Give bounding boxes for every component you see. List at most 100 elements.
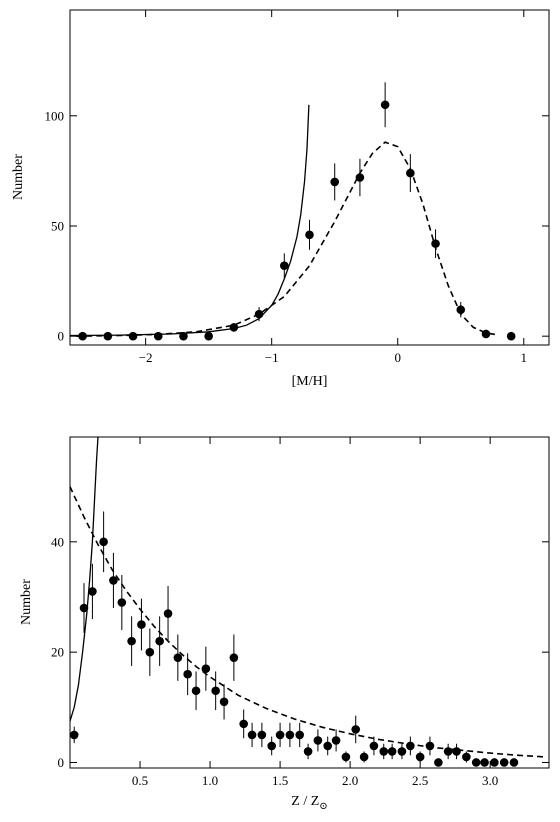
model-curves bbox=[69, 104, 499, 337]
data-point bbox=[295, 730, 304, 740]
y-tick-label: 0 bbox=[58, 755, 65, 770]
x-axis-title-subscript: ⊙ bbox=[319, 801, 327, 812]
x-tick-label: 0.5 bbox=[132, 773, 148, 788]
solid-model-curve bbox=[69, 436, 99, 722]
data-point bbox=[275, 730, 285, 740]
data-point bbox=[452, 747, 461, 756]
data-point bbox=[355, 173, 365, 182]
data-point bbox=[103, 331, 113, 341]
y-axis-title: Number bbox=[11, 154, 26, 200]
dashed-model-curve bbox=[69, 486, 547, 758]
x-tick-label: 2.5 bbox=[412, 773, 428, 788]
data-point bbox=[99, 537, 108, 547]
data-point bbox=[285, 730, 295, 740]
data-point bbox=[506, 331, 516, 341]
data-point bbox=[323, 741, 333, 751]
data-point bbox=[471, 758, 481, 767]
data-point bbox=[380, 100, 390, 110]
data-point bbox=[434, 758, 443, 767]
data-point bbox=[480, 758, 489, 767]
data-point bbox=[257, 730, 267, 740]
y-axis-title: Number bbox=[19, 579, 34, 625]
data-point bbox=[79, 603, 89, 613]
data-point bbox=[499, 758, 509, 767]
data-point bbox=[406, 741, 415, 751]
data-point bbox=[397, 747, 407, 756]
data-point bbox=[462, 752, 471, 762]
data-point bbox=[78, 331, 87, 341]
metallicity-histogram-panel: −2 −1 0 1 0 50 100 [M/H] Number bbox=[11, 9, 550, 389]
data-points bbox=[69, 537, 519, 767]
data-point bbox=[163, 609, 173, 618]
model-curves bbox=[69, 436, 547, 758]
y-tick-label: 40 bbox=[51, 534, 64, 549]
data-point bbox=[387, 747, 397, 756]
z-ratio-histogram-panel: 0.5 1.0 1.5 2.0 2.5 3.0 0 20 40 Z / Z⊙ Number bbox=[19, 436, 550, 812]
y-tick-label: 0 bbox=[58, 329, 65, 344]
data-point bbox=[153, 331, 163, 341]
data-point bbox=[279, 261, 289, 270]
data-point bbox=[69, 730, 79, 740]
x-tick-label: 1.0 bbox=[202, 773, 218, 788]
x-tick-label: 1.5 bbox=[272, 773, 288, 788]
error-bars bbox=[73, 511, 467, 763]
data-point bbox=[369, 741, 379, 751]
data-point bbox=[331, 736, 341, 745]
data-point bbox=[117, 598, 127, 607]
data-point bbox=[425, 741, 435, 751]
data-point bbox=[481, 329, 491, 339]
x-axis-title: [M/H] bbox=[292, 374, 328, 389]
data-point bbox=[183, 669, 192, 679]
data-point bbox=[456, 305, 466, 315]
x-tick-label: 3.0 bbox=[482, 773, 498, 788]
x-axis-title-main: Z / Z bbox=[291, 794, 319, 809]
x-tick-label: −2 bbox=[139, 350, 153, 365]
data-point bbox=[201, 664, 211, 673]
data-point bbox=[127, 636, 136, 646]
data-point bbox=[490, 758, 499, 767]
x-tick-label: 1 bbox=[521, 350, 528, 365]
data-point bbox=[155, 636, 164, 646]
data-point bbox=[173, 653, 183, 662]
x-tick-label: 2.0 bbox=[342, 773, 358, 788]
plot-frame bbox=[69, 436, 550, 769]
data-point bbox=[219, 697, 229, 707]
data-point bbox=[239, 719, 248, 729]
data-point bbox=[254, 309, 264, 319]
data-point bbox=[229, 323, 239, 332]
data-points bbox=[78, 100, 516, 341]
data-point bbox=[229, 653, 239, 662]
data-point bbox=[341, 752, 351, 762]
data-point bbox=[128, 331, 138, 341]
data-point bbox=[351, 725, 361, 734]
data-point bbox=[313, 736, 323, 745]
axis-ticks: 0.5 1.0 1.5 2.0 2.5 3.0 0 20 40 bbox=[51, 437, 549, 788]
error-bars bbox=[182, 82, 487, 338]
data-point bbox=[247, 730, 257, 740]
data-point bbox=[191, 686, 201, 696]
data-point bbox=[509, 758, 519, 767]
y-tick-label: 100 bbox=[45, 108, 65, 123]
data-point bbox=[415, 752, 425, 762]
data-point bbox=[145, 647, 155, 657]
data-point bbox=[443, 747, 453, 756]
axis-ticks: −2 −1 0 1 0 50 100 bbox=[45, 10, 549, 365]
y-tick-label: 20 bbox=[51, 645, 64, 660]
data-point bbox=[179, 331, 188, 341]
data-point bbox=[379, 747, 389, 756]
data-point bbox=[204, 331, 213, 341]
y-tick-label: 50 bbox=[51, 218, 64, 233]
data-point bbox=[303, 747, 313, 756]
data-point bbox=[137, 620, 146, 629]
solid-model-curve bbox=[69, 104, 310, 337]
data-point bbox=[305, 230, 314, 240]
x-tick-label: 0 bbox=[394, 350, 401, 365]
data-point bbox=[88, 587, 97, 596]
data-point bbox=[109, 576, 118, 585]
plot-frame bbox=[69, 9, 550, 346]
data-point bbox=[330, 177, 340, 187]
data-point bbox=[431, 239, 440, 248]
dashed-model-curve bbox=[76, 141, 499, 337]
data-point bbox=[267, 741, 276, 751]
